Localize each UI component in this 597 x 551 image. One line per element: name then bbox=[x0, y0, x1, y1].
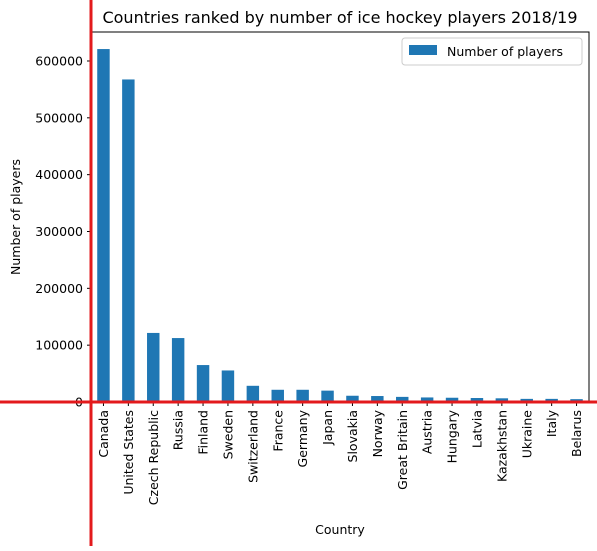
bar-austria bbox=[420, 397, 434, 402]
x-tick-label: Kazakhstan bbox=[494, 410, 509, 482]
bar-great-britain bbox=[396, 396, 409, 402]
x-tick-label: Italy bbox=[544, 409, 559, 437]
x-tick-label: Hungary bbox=[445, 409, 460, 463]
x-tick-label: United States bbox=[121, 410, 136, 495]
x-axis-label: Country bbox=[315, 522, 365, 537]
x-tick-label: Russia bbox=[171, 410, 186, 450]
y-tick-label: 400000 bbox=[35, 167, 83, 182]
y-tick-label: 100000 bbox=[35, 338, 83, 353]
x-tick-label: Japan bbox=[320, 410, 335, 446]
bar-france bbox=[271, 389, 284, 402]
y-axis-label: Number of players bbox=[8, 159, 23, 275]
x-tick-label: Czech Republic bbox=[146, 410, 161, 505]
bar-sweden bbox=[221, 370, 235, 402]
x-tick-label: Finland bbox=[196, 410, 211, 455]
y-axis-ticks: 0100000200000300000400000500000600000 bbox=[35, 53, 91, 410]
bar-norway bbox=[371, 396, 384, 402]
x-tick-label: Belarus bbox=[569, 410, 584, 457]
plot-frame bbox=[90, 31, 590, 403]
legend-frame bbox=[401, 37, 583, 66]
bar-czech-republic bbox=[147, 332, 160, 402]
legend-label: Number of players bbox=[447, 44, 563, 59]
x-tick-label: Norway bbox=[370, 409, 385, 457]
x-axis-ticks: Canada United States Czech Republic Russia F… bbox=[96, 402, 584, 505]
y-tick-label: 600000 bbox=[35, 53, 83, 68]
bar-germany bbox=[296, 389, 309, 402]
y-tick-label: 500000 bbox=[35, 110, 83, 125]
legend: Number of players bbox=[401, 37, 583, 66]
x-tick-label: Canada bbox=[96, 410, 111, 458]
x-tick-label: Slovakia bbox=[345, 410, 360, 462]
bars-group bbox=[97, 49, 583, 403]
y-tick-label: 200000 bbox=[35, 281, 83, 296]
bar-canada bbox=[97, 49, 110, 403]
x-tick-label: Austria bbox=[420, 410, 435, 454]
x-tick-label: Switzerland bbox=[245, 410, 260, 483]
x-tick-label: Sweden bbox=[220, 410, 235, 459]
legend-swatch bbox=[409, 45, 437, 55]
x-tick-label: Ukraine bbox=[519, 410, 534, 459]
y-tick-label: 300000 bbox=[35, 224, 83, 239]
bar-kazakhstan bbox=[495, 398, 509, 402]
x-tick-label: Latvia bbox=[469, 410, 484, 448]
bar-japan bbox=[321, 390, 334, 402]
x-tick-label: France bbox=[270, 410, 285, 452]
bar-hungary bbox=[445, 397, 459, 402]
bar-russia bbox=[171, 338, 185, 402]
bar-italy bbox=[545, 398, 558, 402]
x-tick-label: Great Britain bbox=[395, 410, 410, 490]
bar-slovakia bbox=[346, 395, 359, 402]
bar-united-states bbox=[122, 79, 135, 403]
chart-title: Countries ranked by number of ice hockey… bbox=[102, 8, 577, 27]
x-tick-label: Germany bbox=[295, 409, 310, 467]
bar-ukraine bbox=[520, 398, 533, 402]
bar-switzerland bbox=[246, 385, 260, 402]
bar-finland bbox=[196, 365, 210, 402]
bar-latvia bbox=[470, 398, 484, 402]
